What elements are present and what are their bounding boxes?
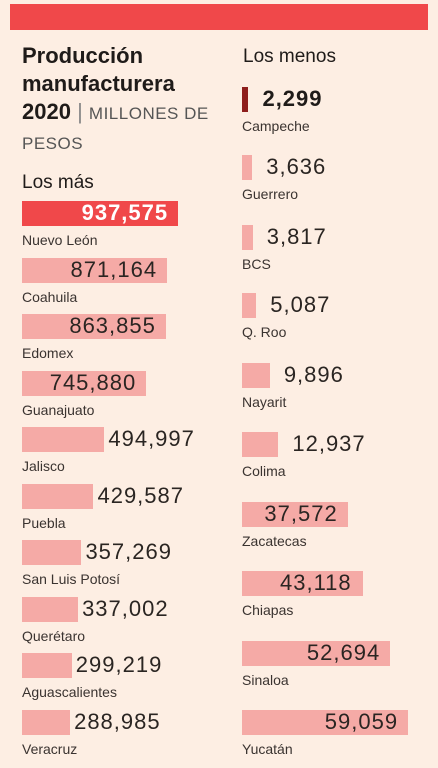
top-label-3: Guanajuato bbox=[22, 401, 95, 418]
bottom-value-1: 3,636 bbox=[266, 154, 327, 179]
title-year: 2020 bbox=[22, 99, 71, 124]
bottom-section-heading: Los menos bbox=[243, 46, 336, 67]
top-label-2: Edomex bbox=[22, 345, 74, 361]
top-bar-5 bbox=[22, 483, 94, 509]
top-label-5: Puebla bbox=[22, 514, 66, 531]
bottom-value-6: 37,572 bbox=[264, 501, 338, 526]
bottom-value-4: 9,896 bbox=[283, 362, 344, 387]
bottom-bar-1 bbox=[242, 155, 253, 180]
top-label-8: Aguascalientes bbox=[22, 684, 117, 700]
bottom-bar-7 bbox=[242, 571, 364, 596]
top-value-6: 357,269 bbox=[85, 539, 172, 564]
title-separator: | bbox=[77, 99, 83, 124]
top-value-3: 745,880 bbox=[49, 369, 137, 395]
top-value-9: 288,985 bbox=[74, 708, 161, 734]
bottom-bar-0 bbox=[242, 87, 249, 112]
top-label-0: Nuevo León bbox=[22, 232, 98, 248]
top-label-9: Veracruz bbox=[22, 740, 78, 757]
bottom-value-2: 3,817 bbox=[266, 224, 327, 249]
top-label-6: San Luis Potosí bbox=[22, 571, 121, 587]
top-value-0: 937,575 bbox=[81, 200, 169, 225]
bottom-label-7: Chiapas bbox=[242, 602, 294, 618]
top-bar-8 bbox=[22, 653, 72, 678]
top-bar-0 bbox=[22, 201, 178, 226]
bottom-label-8: Sinaloa bbox=[242, 672, 289, 688]
bottom-label-1: Guerrero bbox=[242, 186, 299, 202]
bottom-bar-6 bbox=[242, 502, 348, 527]
top-label-7: Querétaro bbox=[22, 627, 86, 644]
bottom-value-5: 12,937 bbox=[292, 431, 366, 456]
bottom-bar-5 bbox=[242, 432, 279, 457]
top-label-1: Coahuila bbox=[22, 288, 78, 305]
header-accent-bar bbox=[10, 4, 428, 30]
top-bar-9 bbox=[22, 709, 71, 735]
title-line-1: Producción bbox=[22, 43, 144, 68]
bottom-value-8: 52,694 bbox=[306, 640, 381, 665]
top-value-7: 337,002 bbox=[82, 595, 169, 621]
top-bar-2 bbox=[22, 314, 166, 339]
title-line-2: manufacturera bbox=[22, 71, 175, 96]
bottom-label-3: Q. Roo bbox=[242, 324, 287, 340]
bottom-label-2: BCS bbox=[242, 256, 271, 272]
top-value-8: 299,219 bbox=[75, 652, 163, 677]
bottom-label-5: Colima bbox=[242, 463, 286, 479]
bottom-label-6: Zacatecas bbox=[242, 533, 307, 549]
top-value-2: 863,855 bbox=[69, 313, 156, 338]
bottom-bar-8 bbox=[242, 641, 391, 666]
bottom-label-0: Campeche bbox=[242, 118, 310, 134]
top-label-4: Jalisco bbox=[22, 458, 65, 474]
bottom-label-4: Nayarit bbox=[242, 394, 287, 410]
top-value-5: 429,587 bbox=[97, 482, 184, 508]
bottom-bar-9 bbox=[242, 710, 408, 735]
top-section-heading: Los más bbox=[22, 172, 94, 193]
top-bar-4 bbox=[22, 427, 105, 452]
top-bar-3 bbox=[22, 370, 147, 396]
bottom-value-3: 5,087 bbox=[270, 292, 331, 317]
bottom-label-9: Yucatán bbox=[242, 741, 293, 757]
top-value-4: 494,997 bbox=[108, 426, 195, 451]
bottom-value-7: 43,118 bbox=[279, 570, 352, 595]
top-bar-6 bbox=[22, 540, 82, 565]
units-label: MILLONES DE PESOS bbox=[22, 104, 209, 153]
bottom-bar-4 bbox=[242, 363, 270, 388]
bottom-value-0: 2,299 bbox=[262, 86, 323, 111]
bottom-value-9: 59,059 bbox=[324, 709, 399, 734]
bottom-bar-2 bbox=[242, 225, 253, 250]
top-value-1: 871,164 bbox=[70, 256, 158, 282]
top-bar-7 bbox=[22, 596, 79, 622]
bottom-bar-3 bbox=[242, 293, 257, 318]
chart-title: Producción manufacturera 2020 | MILLONES… bbox=[22, 42, 212, 158]
top-bar-1 bbox=[22, 257, 167, 283]
